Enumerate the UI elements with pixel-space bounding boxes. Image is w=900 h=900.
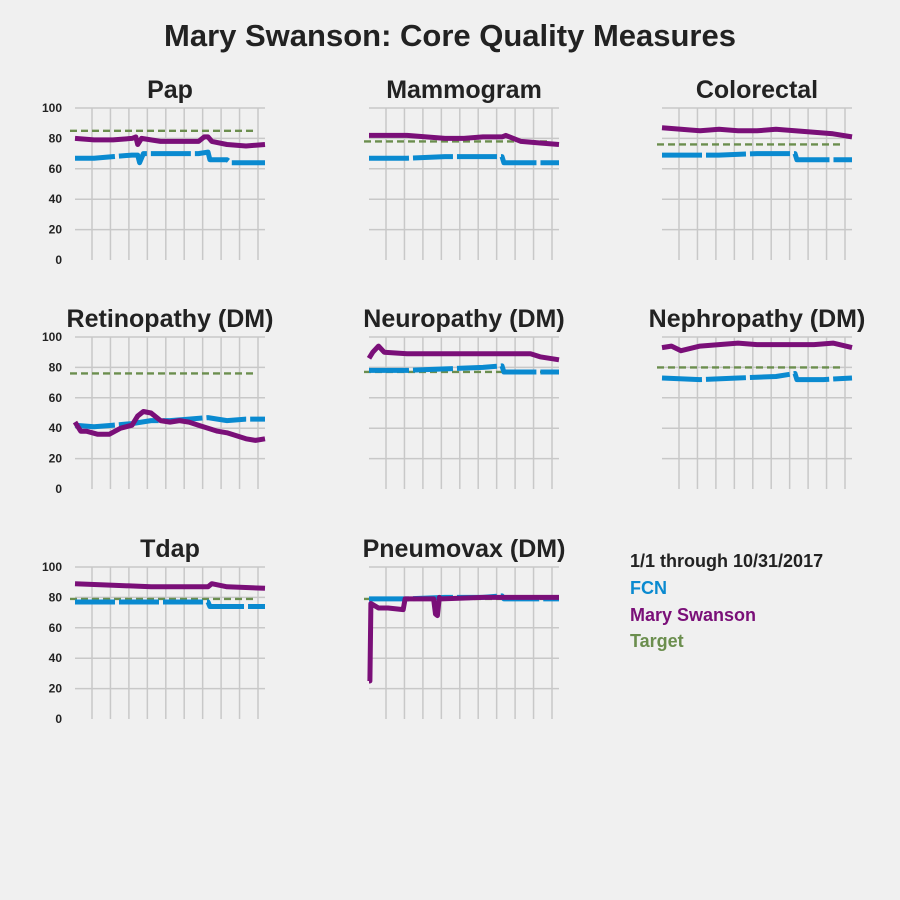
legend-target: Target <box>630 631 684 651</box>
y-tick-label: 40 <box>49 651 63 665</box>
chart-title: Mary Swanson: Core Quality Measures <box>164 18 736 53</box>
series-line-provider <box>74 134 266 149</box>
panel-title: Nephropathy (DM) <box>649 305 866 333</box>
panel-pap: Pap 0 20 40 60 80 100 <box>42 76 266 267</box>
series-line-provider <box>366 343 560 363</box>
y-tick-label: 60 <box>49 162 63 176</box>
legend-period: 1/1 through 10/31/2017 <box>630 551 823 571</box>
y-tick-label: 0 <box>55 712 62 726</box>
y-tick-label: 80 <box>49 131 63 145</box>
series-line-provider <box>72 409 266 443</box>
y-tick-label: 0 <box>55 482 62 496</box>
y-tick-label: 100 <box>42 560 62 574</box>
series-line-fcn <box>75 599 265 609</box>
series-line-fcn <box>661 371 853 383</box>
y-tick-label: 40 <box>49 421 63 435</box>
series-line-fcn <box>75 149 265 166</box>
panel-title: Neuropathy (DM) <box>363 305 564 333</box>
panel-title: Pneumovax (DM) <box>363 535 566 563</box>
y-tick-label: 20 <box>49 682 63 696</box>
panel-title: Retinopathy (DM) <box>67 305 274 333</box>
chart-panels: Pap 0 20 40 60 80 100 Mammogram Colorectal Retino… <box>42 76 865 726</box>
series-line-provider <box>661 340 853 354</box>
series-line-provider <box>661 125 853 140</box>
series-line-provider <box>369 132 560 147</box>
legend-provider: Mary Swanson <box>630 605 756 625</box>
panel-neuropathy-dm: Neuropathy (DM) <box>363 305 565 489</box>
series-line-fcn <box>369 154 559 166</box>
panel-title: Colorectal <box>696 76 818 104</box>
panel-mammogram: Mammogram <box>364 76 560 260</box>
y-tick-label: 20 <box>49 452 63 466</box>
panel-tdap: Tdap 0 20 40 60 80 100 <box>42 535 266 726</box>
y-tick-label: 20 <box>49 223 63 237</box>
y-tick-label: 40 <box>49 192 63 206</box>
panel-title: Tdap <box>140 535 200 563</box>
panel-title: Mammogram <box>386 76 542 104</box>
y-tick-label: 100 <box>42 330 62 344</box>
panel-nephropathy-dm: Nephropathy (DM) <box>649 305 866 489</box>
y-tick-label: 80 <box>49 360 63 374</box>
y-tick-label: 0 <box>55 253 62 267</box>
y-tick-label: 60 <box>49 621 63 635</box>
series-line-fcn <box>662 151 852 163</box>
y-tick-label: 80 <box>49 590 63 604</box>
legend-fcn: FCN <box>630 578 667 598</box>
series-line-fcn <box>74 415 265 430</box>
series-line-provider <box>74 581 266 591</box>
legend: 1/1 through 10/31/2017 FCN Mary Swanson … <box>630 551 823 651</box>
panel-title: Pap <box>147 76 193 104</box>
panel-colorectal: Colorectal <box>657 76 853 260</box>
series-line-fcn <box>369 363 559 375</box>
y-tick-label: 60 <box>49 391 63 405</box>
panel-retinopathy-dm: Retinopathy (DM) 0 20 40 60 80 100 <box>42 305 273 496</box>
y-tick-label: 100 <box>42 101 62 115</box>
panel-pneumovax-dm: Pneumovax (DM) <box>363 535 566 719</box>
series-line-provider <box>367 594 559 684</box>
